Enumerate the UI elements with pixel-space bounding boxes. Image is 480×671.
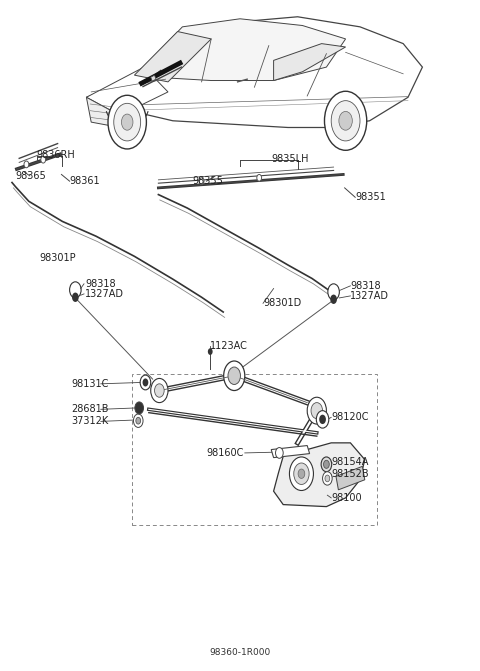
Polygon shape: [86, 97, 120, 127]
Circle shape: [136, 417, 141, 424]
Circle shape: [331, 101, 360, 141]
Circle shape: [339, 111, 352, 130]
Polygon shape: [274, 44, 346, 81]
Text: 1123AC: 1123AC: [210, 342, 248, 351]
Text: 98160C: 98160C: [206, 448, 244, 458]
Polygon shape: [86, 67, 168, 115]
Circle shape: [135, 402, 144, 414]
Polygon shape: [134, 19, 346, 81]
Text: 98351: 98351: [355, 193, 386, 202]
Text: 98361: 98361: [70, 176, 100, 186]
Circle shape: [324, 91, 367, 150]
Text: 98120C: 98120C: [331, 413, 369, 422]
Circle shape: [289, 457, 313, 491]
Text: 98318: 98318: [85, 279, 116, 289]
Text: 98100: 98100: [331, 493, 362, 503]
Circle shape: [325, 475, 330, 482]
Circle shape: [228, 367, 240, 384]
Polygon shape: [274, 443, 365, 507]
Circle shape: [140, 375, 151, 390]
Circle shape: [224, 361, 245, 391]
Circle shape: [199, 178, 204, 185]
Text: 98301P: 98301P: [39, 254, 76, 263]
Text: 9835LH: 9835LH: [271, 154, 309, 164]
Circle shape: [143, 378, 148, 386]
Text: 98318: 98318: [350, 281, 381, 291]
Circle shape: [321, 457, 332, 472]
Circle shape: [108, 95, 146, 149]
Text: 98365: 98365: [15, 171, 46, 180]
Circle shape: [155, 384, 164, 397]
Polygon shape: [134, 32, 211, 82]
Circle shape: [294, 463, 309, 484]
Circle shape: [114, 103, 141, 141]
Polygon shape: [151, 75, 156, 81]
Circle shape: [319, 415, 326, 424]
Polygon shape: [271, 446, 310, 458]
Text: 98360-1R000: 98360-1R000: [209, 648, 271, 657]
Circle shape: [324, 460, 329, 468]
Circle shape: [330, 295, 337, 304]
Bar: [132, 374, 377, 525]
Text: 1327AD: 1327AD: [350, 291, 389, 301]
Circle shape: [133, 414, 143, 427]
Text: 98152B: 98152B: [331, 470, 369, 479]
Text: 28681B: 28681B: [71, 405, 108, 414]
Circle shape: [307, 397, 326, 424]
Circle shape: [151, 378, 168, 403]
Circle shape: [276, 448, 283, 458]
Circle shape: [41, 156, 46, 163]
Circle shape: [298, 469, 305, 478]
Circle shape: [328, 284, 339, 300]
Text: 98355: 98355: [192, 176, 223, 186]
Circle shape: [70, 282, 81, 298]
Circle shape: [311, 403, 323, 419]
Polygon shape: [86, 17, 422, 127]
Text: 1327AD: 1327AD: [85, 289, 124, 299]
Circle shape: [121, 114, 133, 130]
Circle shape: [257, 174, 262, 181]
Circle shape: [72, 293, 79, 302]
Text: 98154A: 98154A: [331, 457, 369, 466]
Text: 98301D: 98301D: [263, 299, 301, 308]
Circle shape: [24, 161, 29, 168]
Text: 37312K: 37312K: [71, 417, 108, 426]
Text: 9836RH: 9836RH: [36, 150, 75, 160]
Circle shape: [316, 411, 329, 428]
Circle shape: [323, 472, 332, 485]
Polygon shape: [336, 466, 365, 490]
Circle shape: [208, 348, 213, 355]
Text: 98131C: 98131C: [71, 379, 108, 389]
